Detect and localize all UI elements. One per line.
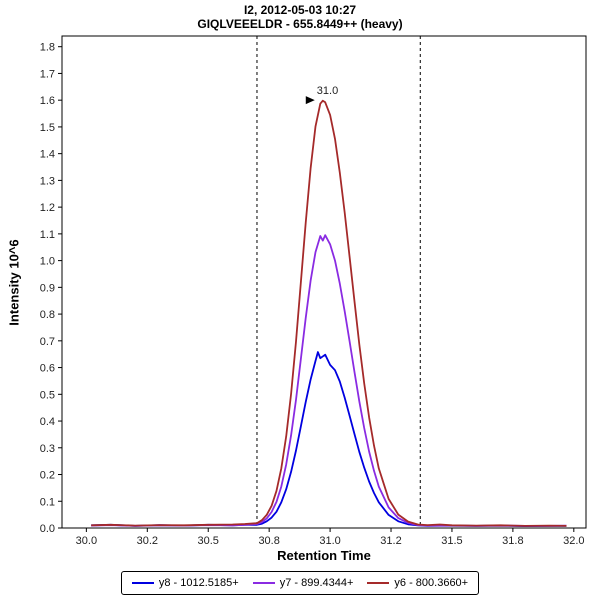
series-line-y7 bbox=[91, 234, 567, 527]
chart-subtitle: GIQLVEEELDR - 655.8449++ (heavy) bbox=[197, 17, 403, 31]
y-tick-label: 0.6 bbox=[40, 363, 55, 375]
x-tick-label: 30.5 bbox=[198, 535, 219, 547]
legend-label-y7: y7 - 899.4344+ bbox=[279, 577, 354, 589]
x-tick-label: 30.2 bbox=[137, 535, 158, 547]
x-tick-label: 31.8 bbox=[502, 535, 523, 547]
legend-box: y8 - 1012.5185+ y7 - 899.4344+ y6 - 800.… bbox=[120, 571, 480, 595]
peak-id-pointer-icon bbox=[305, 96, 315, 105]
legend-swatch-y6-icon bbox=[367, 582, 390, 584]
y-tick-label: 0.5 bbox=[40, 389, 55, 401]
y-tick-label: 1.3 bbox=[40, 175, 55, 187]
y-tick-label: 0.4 bbox=[40, 416, 55, 428]
series-line-y8 bbox=[91, 351, 567, 527]
x-tick-label: 30.8 bbox=[258, 535, 279, 547]
legend-label-y8: y8 - 1012.5185+ bbox=[158, 577, 239, 589]
y-tick-label: 1.0 bbox=[40, 256, 55, 268]
chart-title: I2, 2012-05-03 10:27 bbox=[243, 3, 357, 17]
legend-swatch-y8-icon bbox=[131, 582, 154, 584]
plot-frame bbox=[61, 35, 587, 529]
legend: y8 - 1012.5185+ y7 - 899.4344+ y6 - 800.… bbox=[0, 571, 600, 595]
y-tick-label: 1.5 bbox=[40, 122, 55, 134]
series-line-y6 bbox=[91, 99, 567, 527]
x-axis-title: Retention Time bbox=[277, 548, 371, 563]
legend-swatch-y7-icon bbox=[252, 582, 275, 584]
y-tick-label: 0.0 bbox=[40, 523, 55, 535]
y-tick-label: 1.2 bbox=[40, 202, 55, 214]
x-tick-label: 32.0 bbox=[563, 535, 584, 547]
legend-item-y7: y7 - 899.4344+ bbox=[252, 577, 354, 589]
y-tick-label: 1.7 bbox=[40, 68, 55, 80]
peak-rt-annotation[interactable]: 31.0 bbox=[317, 85, 338, 97]
y-tick-label: 0.7 bbox=[40, 336, 55, 348]
y-tick-label: 0.2 bbox=[40, 470, 55, 482]
y-axis-title: Intensity 10^6 bbox=[6, 239, 22, 326]
legend-item-y8: y8 - 1012.5185+ bbox=[131, 577, 239, 589]
x-tick-label: 31.0 bbox=[319, 535, 340, 547]
y-tick-label: 0.8 bbox=[40, 309, 55, 321]
x-tick-label: 31.2 bbox=[380, 535, 401, 547]
y-tick-label: 1.8 bbox=[40, 42, 55, 54]
x-tick-label: 31.5 bbox=[441, 535, 462, 547]
y-tick-label: 0.3 bbox=[40, 443, 55, 455]
legend-label-y6: y6 - 800.3660+ bbox=[394, 577, 469, 589]
y-tick-label: 1.4 bbox=[40, 149, 55, 161]
y-tick-label: 1.1 bbox=[40, 229, 55, 241]
x-tick-label: 30.0 bbox=[76, 535, 97, 547]
y-tick-label: 1.6 bbox=[40, 95, 55, 107]
y-tick-label: 0.9 bbox=[40, 282, 55, 294]
legend-item-y6: y6 - 800.3660+ bbox=[367, 577, 468, 589]
y-tick-label: 0.1 bbox=[40, 496, 55, 508]
